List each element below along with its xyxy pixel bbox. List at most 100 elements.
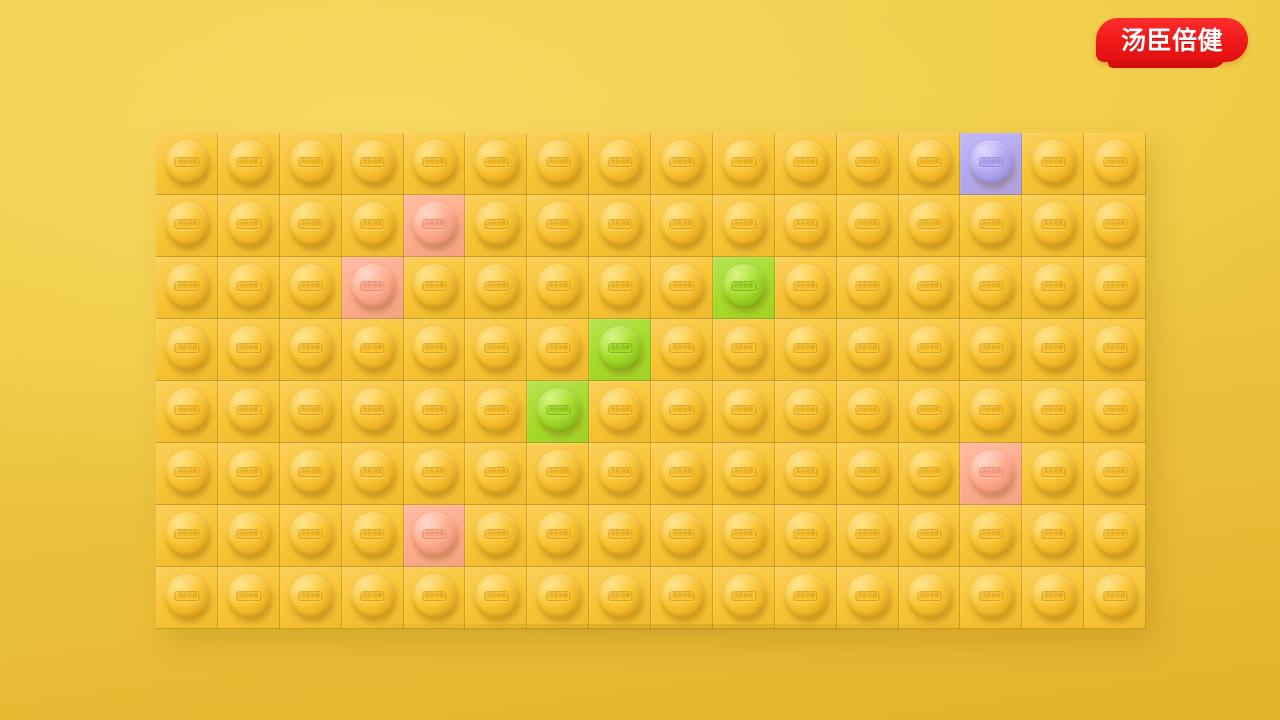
brick-tile[interactable]: 汤臣倍健 — [341, 505, 404, 567]
brick-tile[interactable]: 汤臣倍健 — [1022, 567, 1085, 629]
brick-tile[interactable]: 汤臣倍健 — [403, 567, 466, 629]
brick-tile[interactable]: 汤臣倍健 — [712, 505, 775, 567]
brick-tile[interactable]: 汤臣倍健 — [341, 567, 404, 629]
brick-tile[interactable]: 汤臣倍健 — [898, 319, 961, 381]
brick-tile[interactable]: 汤臣倍健 — [898, 133, 961, 195]
brick-tile[interactable]: 汤臣倍健 — [156, 505, 218, 567]
brick-tile[interactable]: 汤臣倍健 — [156, 257, 218, 319]
brick-tile[interactable]: 汤臣倍健 — [341, 443, 404, 505]
brick-tile[interactable]: 汤臣倍健 — [156, 381, 218, 443]
brick-tile[interactable]: 汤臣倍健 — [651, 443, 713, 505]
brick-tile[interactable]: 汤臣倍健 — [156, 319, 218, 381]
brick-tile[interactable]: 汤臣倍健 — [774, 319, 837, 381]
brick-tile[interactable]: 汤臣倍健 — [217, 133, 280, 195]
brick-tile[interactable]: 汤臣倍健 — [527, 567, 590, 629]
brick-tile[interactable]: 汤臣倍健 — [403, 319, 466, 381]
brick-tile[interactable]: 汤臣倍健 — [836, 381, 899, 443]
brick-tile[interactable]: 汤臣倍健 — [156, 443, 218, 505]
brick-tile[interactable]: 汤臣倍健 — [1084, 133, 1146, 195]
brick-tile[interactable]: 汤臣倍健 — [465, 133, 528, 195]
brick-tile[interactable]: 汤臣倍健 — [527, 133, 590, 195]
brick-tile[interactable]: 汤臣倍健 — [217, 257, 280, 319]
brick-tile[interactable]: 汤臣倍健 — [279, 443, 342, 505]
brick-tile[interactable]: 汤臣倍健 — [403, 257, 466, 319]
brick-tile[interactable]: 汤臣倍健 — [589, 133, 651, 195]
brick-tile[interactable]: 汤臣倍健 — [403, 381, 466, 443]
brick-tile[interactable]: 汤臣倍健 — [156, 133, 218, 195]
brick-tile-highlighted[interactable]: 汤臣倍健 — [960, 443, 1023, 505]
brick-tile[interactable]: 汤臣倍健 — [898, 195, 961, 257]
brick-tile[interactable]: 汤臣倍健 — [217, 195, 280, 257]
brick-tile-highlighted[interactable]: 汤臣倍健 — [403, 505, 466, 567]
brick-tile[interactable]: 汤臣倍健 — [279, 505, 342, 567]
brick-tile[interactable]: 汤臣倍健 — [898, 443, 961, 505]
brick-tile[interactable]: 汤臣倍健 — [403, 443, 466, 505]
brick-tile[interactable]: 汤臣倍健 — [836, 443, 899, 505]
brick-tile[interactable]: 汤臣倍健 — [217, 443, 280, 505]
brick-tile[interactable]: 汤臣倍健 — [465, 567, 528, 629]
brick-tile[interactable]: 汤臣倍健 — [527, 319, 590, 381]
brick-tile[interactable]: 汤臣倍健 — [651, 195, 713, 257]
brick-tile[interactable]: 汤臣倍健 — [898, 567, 961, 629]
brick-tile[interactable]: 汤臣倍健 — [1022, 133, 1085, 195]
brick-tile[interactable]: 汤臣倍健 — [1022, 505, 1085, 567]
brick-tile[interactable]: 汤臣倍健 — [1022, 195, 1085, 257]
brick-tile[interactable]: 汤臣倍健 — [651, 133, 713, 195]
brick-tile[interactable]: 汤臣倍健 — [836, 257, 899, 319]
brick-tile-highlighted[interactable]: 汤臣倍健 — [712, 257, 775, 319]
brick-tile[interactable]: 汤臣倍健 — [836, 319, 899, 381]
brick-tile[interactable]: 汤臣倍健 — [527, 443, 590, 505]
brick-tile[interactable]: 汤臣倍健 — [960, 257, 1023, 319]
brick-tile-highlighted[interactable]: 汤臣倍健 — [341, 257, 404, 319]
brick-tile[interactable]: 汤臣倍健 — [217, 567, 280, 629]
brick-tile[interactable]: 汤臣倍健 — [465, 381, 528, 443]
brick-tile[interactable]: 汤臣倍健 — [279, 567, 342, 629]
brick-tile[interactable]: 汤臣倍健 — [836, 195, 899, 257]
brick-tile[interactable]: 汤臣倍健 — [836, 567, 899, 629]
brick-tile[interactable]: 汤臣倍健 — [279, 381, 342, 443]
brick-tile[interactable]: 汤臣倍健 — [712, 443, 775, 505]
brick-tile[interactable]: 汤臣倍健 — [651, 319, 713, 381]
brick-tile[interactable]: 汤臣倍健 — [589, 567, 651, 629]
brick-tile[interactable]: 汤臣倍健 — [341, 195, 404, 257]
brick-tile[interactable]: 汤臣倍健 — [651, 505, 713, 567]
brick-tile[interactable]: 汤臣倍健 — [279, 133, 342, 195]
brick-tile[interactable]: 汤臣倍健 — [217, 319, 280, 381]
brick-tile[interactable]: 汤臣倍健 — [589, 195, 651, 257]
brick-tile[interactable]: 汤臣倍健 — [341, 381, 404, 443]
brick-tile[interactable]: 汤臣倍健 — [774, 567, 837, 629]
brick-tile[interactable]: 汤臣倍健 — [712, 567, 775, 629]
brick-tile[interactable]: 汤臣倍健 — [651, 381, 713, 443]
brick-tile[interactable]: 汤臣倍健 — [156, 195, 218, 257]
brick-tile[interactable]: 汤臣倍健 — [341, 319, 404, 381]
brick-tile[interactable]: 汤臣倍健 — [774, 133, 837, 195]
brick-tile[interactable]: 汤臣倍健 — [279, 319, 342, 381]
brick-tile[interactable]: 汤臣倍健 — [898, 505, 961, 567]
brick-tile[interactable]: 汤臣倍健 — [589, 505, 651, 567]
brick-tile[interactable]: 汤臣倍健 — [1084, 381, 1146, 443]
brick-tile[interactable]: 汤臣倍健 — [279, 257, 342, 319]
brick-tile[interactable]: 汤臣倍健 — [712, 133, 775, 195]
brick-tile[interactable]: 汤臣倍健 — [1084, 443, 1146, 505]
brick-tile[interactable]: 汤臣倍健 — [712, 195, 775, 257]
brick-tile[interactable]: 汤臣倍健 — [774, 195, 837, 257]
brick-tile[interactable]: 汤臣倍健 — [1084, 195, 1146, 257]
brick-tile[interactable]: 汤臣倍健 — [1022, 381, 1085, 443]
brick-tile[interactable]: 汤臣倍健 — [527, 505, 590, 567]
brick-tile[interactable]: 汤臣倍健 — [774, 257, 837, 319]
brick-tile[interactable]: 汤臣倍健 — [465, 257, 528, 319]
brick-tile[interactable]: 汤臣倍健 — [898, 257, 961, 319]
brick-tile-highlighted[interactable]: 汤臣倍健 — [589, 319, 651, 381]
brick-tile[interactable]: 汤臣倍健 — [589, 443, 651, 505]
brick-tile[interactable]: 汤臣倍健 — [279, 195, 342, 257]
brick-tile[interactable]: 汤臣倍健 — [836, 133, 899, 195]
brick-tile[interactable]: 汤臣倍健 — [960, 381, 1023, 443]
brick-tile[interactable]: 汤臣倍健 — [898, 381, 961, 443]
brick-tile[interactable]: 汤臣倍健 — [774, 381, 837, 443]
brick-tile[interactable]: 汤臣倍健 — [217, 505, 280, 567]
brick-tile[interactable]: 汤臣倍健 — [1084, 567, 1146, 629]
brick-tile[interactable]: 汤臣倍健 — [960, 505, 1023, 567]
brick-tile[interactable]: 汤臣倍健 — [465, 195, 528, 257]
brick-tile[interactable]: 汤臣倍健 — [960, 567, 1023, 629]
brick-tile[interactable]: 汤臣倍健 — [465, 505, 528, 567]
